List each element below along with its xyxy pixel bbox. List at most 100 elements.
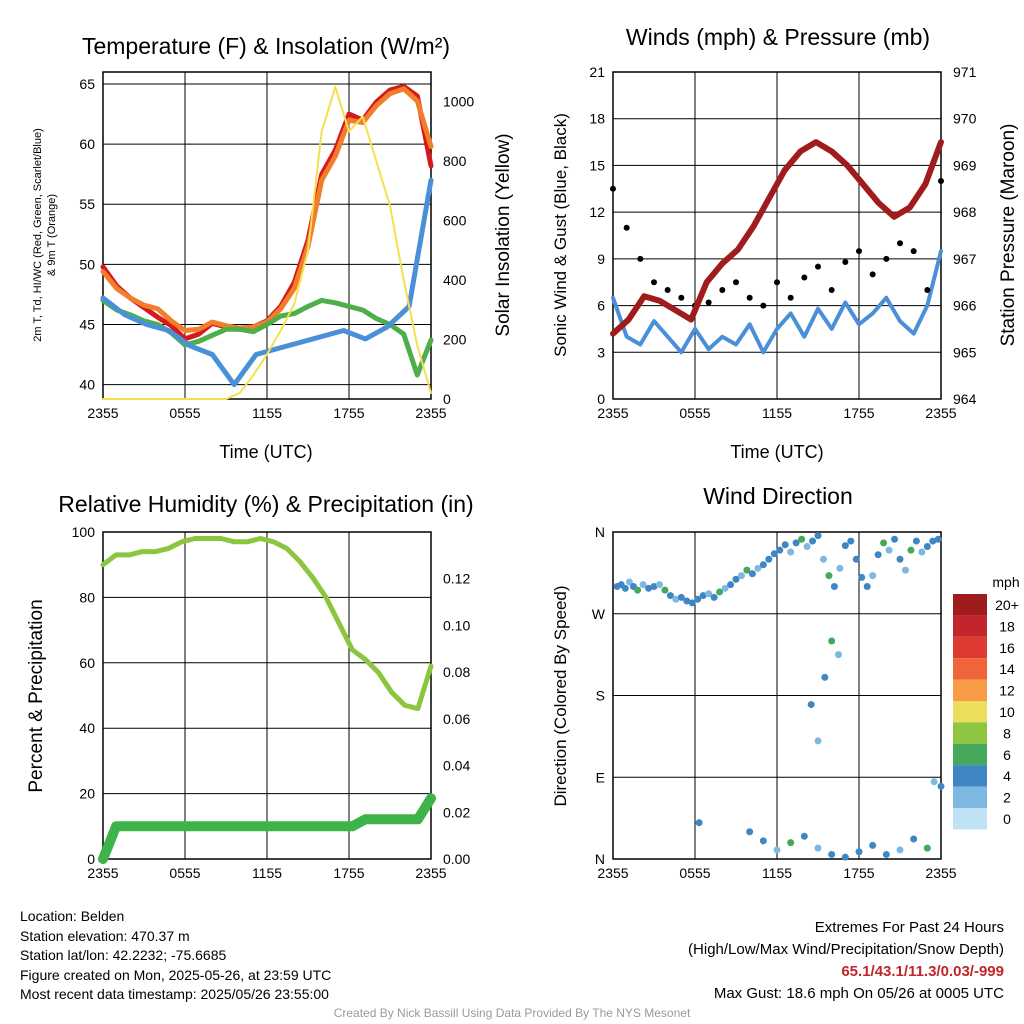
direction-point [852,555,860,563]
speed-legend-title: mph [992,574,1019,590]
extremes-title: Extremes For Past 24 Hours [814,919,1004,936]
legend-swatch [953,594,987,616]
direction-point [814,532,822,540]
dir-panel-title: Wind Direction [703,483,853,509]
x-tick-label: 2355 [415,405,446,421]
x-tick-label: 1755 [843,405,874,421]
y-tick-label: N [595,851,605,867]
y2-tick-label: 969 [953,157,977,173]
gust-point [678,294,685,301]
direction-point [765,555,773,563]
location-text: Location: Belden [20,908,125,924]
direction-point [923,844,931,852]
gust-point [883,255,890,262]
legend-label: 10 [999,704,1015,720]
rh-series-group [98,536,436,864]
x-tick-label: 2355 [925,865,956,881]
direction-point [661,586,669,594]
direction-point [819,555,827,563]
direction-point [650,583,658,590]
direction-point [841,542,849,550]
direction-point [634,586,642,594]
direction-point [625,578,633,586]
gust-point [924,287,931,293]
direction-point [800,832,808,840]
y-tick-label: 65 [79,76,95,92]
legend-swatch [953,679,987,701]
latlon-text: Station lat/lon: 42.2232; -75.6685 [20,947,227,963]
direction-point [677,593,685,601]
gust-point [610,185,616,192]
legend-label: 2 [1003,790,1011,806]
y-tick-label: 55 [79,196,95,212]
x-tick-label: 0555 [679,865,710,881]
direction-point [896,555,904,563]
gust-point [664,287,671,293]
legend-swatch [953,786,987,808]
direction-point [830,583,838,590]
temp-y2-axis-label: Solar Insolation (Yellow) [493,133,514,336]
direction-point [694,595,702,603]
rh-x-ticks: 2355 0555 1155 1755 2355 [87,865,446,881]
elevation-text: Station elevation: 470.37 m [20,927,190,944]
y-tick-label: 18 [589,111,605,127]
legend-swatch [953,701,987,723]
direction-point [929,537,937,545]
direction-point [885,546,893,554]
wind-y2-axis-label: Station Pressure (Maroon) [998,124,1019,347]
direction-point [882,850,890,858]
y-tick-label: N [595,524,605,540]
direction-point [847,537,855,545]
wind-direction-panel: Wind Direction 2355 0555 1155 1755 2355 N E S W… [551,483,1020,881]
temp-y-ticks-right: 0 200 400 600 800 1000 [443,94,474,407]
legend-label: 14 [999,661,1015,677]
y-tick-label: 12 [589,204,605,220]
gust-point [774,279,780,286]
gust-point [801,274,808,281]
direction-point [666,592,674,600]
y-tick-label: 3 [597,344,605,360]
direction-point [737,572,745,580]
gust-point [651,279,657,286]
wind-gridlines [613,72,941,399]
wind-y-ticks-right: 964 965 966 967 968 969 970 971 [953,64,977,407]
recent-data-text: Most recent data timestamp: 2025/05/26 2… [20,986,329,1002]
y2-tick-label: 0.12 [443,571,470,587]
direction-point [721,584,729,592]
direction-point [910,835,918,843]
gust-point [637,255,644,262]
x-tick-label: 0555 [679,405,710,421]
y-tick-label: 80 [79,589,95,605]
direction-point [807,701,815,709]
y-tick-label: 40 [79,720,95,736]
dir-x-ticks: 2355 0555 1155 1755 2355 [597,865,956,881]
temp-series-line-4 [102,85,432,400]
dir-y-axis-label: Direction (Colored By Speed) [551,585,570,806]
direction-point [716,588,724,596]
y2-tick-label: 964 [953,391,977,407]
direction-point [937,782,945,790]
credit-text: Created By Nick Bassill Using Data Provi… [333,1006,691,1020]
y2-tick-label: 200 [443,332,467,348]
y2-tick-label: 966 [953,298,977,314]
legend-swatch [953,636,987,659]
temp-y-axis-label-line2: & 9m T (Orange) [46,194,58,276]
direction-point [787,839,795,847]
y-tick-label: 0 [87,851,95,867]
direction-point [814,737,822,745]
extremes-box: Extremes For Past 24 Hours (High/Low/Max… [688,917,1004,1005]
gust-point [733,279,739,286]
dir-series-group [613,532,945,861]
y-tick-label: 9 [597,251,605,267]
rh-panel-title: Relative Humidity (%) & Precipitation (i… [58,491,473,517]
x-tick-label: 2355 [597,405,628,421]
direction-point [770,550,778,558]
wind-y-ticks-left: 0 3 6 9 12 15 18 21 [589,64,605,407]
direction-point [710,593,718,601]
y-tick-label: 40 [79,377,95,393]
y2-tick-label: 800 [443,153,467,169]
legend-swatch [953,615,987,637]
legend-swatch [953,808,987,830]
direction-point [645,584,653,592]
direction-point [828,637,836,645]
